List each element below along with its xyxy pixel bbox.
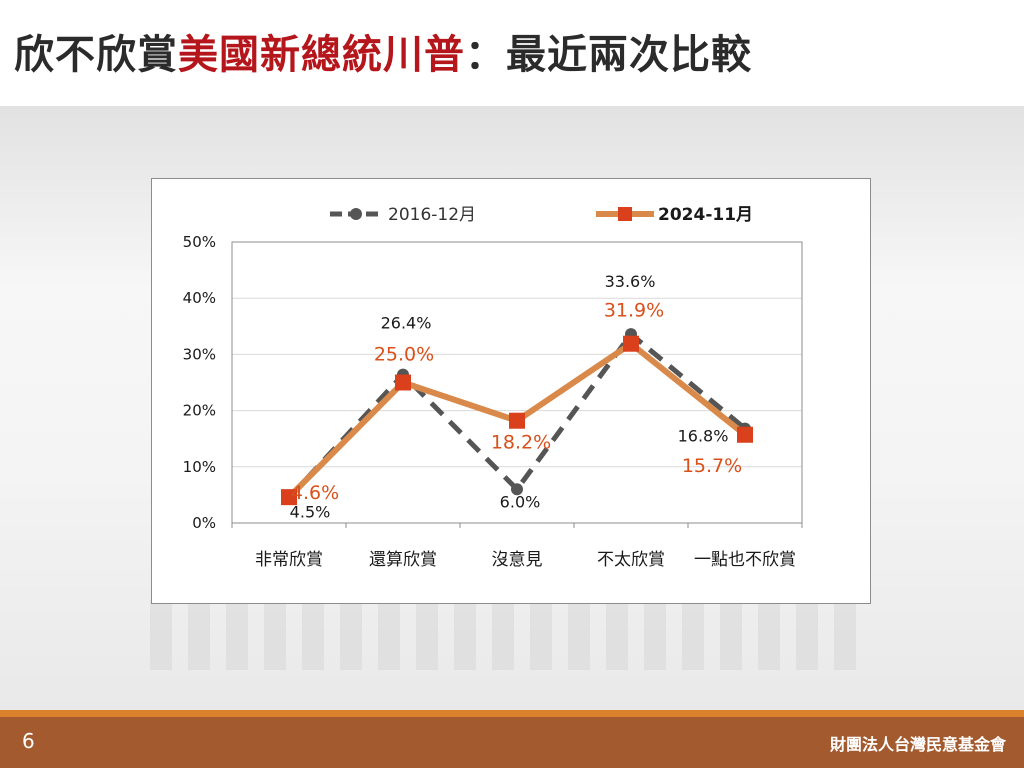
line-chart: 0% 10% 20% 30% 40% 50% 非常欣賞 還算欣賞 沒意見 不太欣賞 一點也不欣賞 4.… <box>183 205 803 570</box>
page-number: 6 <box>22 729 35 753</box>
point-2024 <box>737 426 753 443</box>
organization-name: 財團法人台灣民意基金會 <box>829 735 1006 754</box>
y-tick-label: 30% <box>183 345 216 363</box>
crowd-silhouette-image <box>150 600 870 670</box>
y-tick-label: 20% <box>183 402 216 420</box>
data-label-2024: 15.7% <box>682 455 742 477</box>
chart-panel: 0% 10% 20% 30% 40% 50% 非常欣賞 還算欣賞 沒意見 不太欣賞 一點也不欣賞 4.… <box>151 178 871 604</box>
title-bar: 欣不欣賞美國新總統川普：最近兩次比較 <box>0 0 1024 106</box>
legend-label-2016: 2016-12月 <box>388 205 476 225</box>
x-tick-label: 不太欣賞 <box>597 550 665 570</box>
y-tick-label: 50% <box>183 233 216 251</box>
legend-marker-2024 <box>618 207 632 221</box>
title-accent: 美國新總統川普 <box>178 32 465 78</box>
x-tick-label: 沒意見 <box>492 550 543 570</box>
data-label-2024: 31.9% <box>604 300 664 322</box>
x-tick-label: 非常欣賞 <box>255 550 323 570</box>
title-part-1: 欣不欣賞 <box>14 32 178 78</box>
footer-bar: 6 財團法人台灣民意基金會 <box>0 717 1024 768</box>
x-tick-label: 一點也不欣賞 <box>694 550 796 570</box>
data-label-2016: 26.4% <box>381 314 432 333</box>
footer-stripe <box>0 710 1024 717</box>
x-tick-label: 還算欣賞 <box>369 550 437 570</box>
point-2016 <box>511 483 523 496</box>
y-tick-label: 0% <box>192 514 216 532</box>
y-tick-label: 10% <box>183 458 216 476</box>
point-2024 <box>395 374 411 391</box>
title-part-3: ：最近兩次比較 <box>465 32 752 78</box>
point-2024 <box>509 412 525 429</box>
y-tick-label: 40% <box>183 289 216 307</box>
plot-area-border <box>231 241 803 524</box>
data-label-2024: 18.2% <box>491 432 551 454</box>
data-label-2016: 6.0% <box>500 492 541 511</box>
data-label-2024: 4.6% <box>291 482 339 504</box>
legend-marker-2016 <box>350 208 362 220</box>
series-line-2016 <box>287 331 747 500</box>
data-label-2016: 16.8% <box>678 427 729 446</box>
slide-title: 欣不欣賞美國新總統川普：最近兩次比較 <box>14 22 752 80</box>
data-label-2016: 33.6% <box>605 272 656 291</box>
point-2024 <box>281 489 297 506</box>
data-label-2024: 25.0% <box>374 344 434 366</box>
legend-label-2024: 2024-11月 <box>658 205 753 225</box>
data-label-2016: 4.5% <box>290 503 331 522</box>
point-2024 <box>623 335 639 352</box>
